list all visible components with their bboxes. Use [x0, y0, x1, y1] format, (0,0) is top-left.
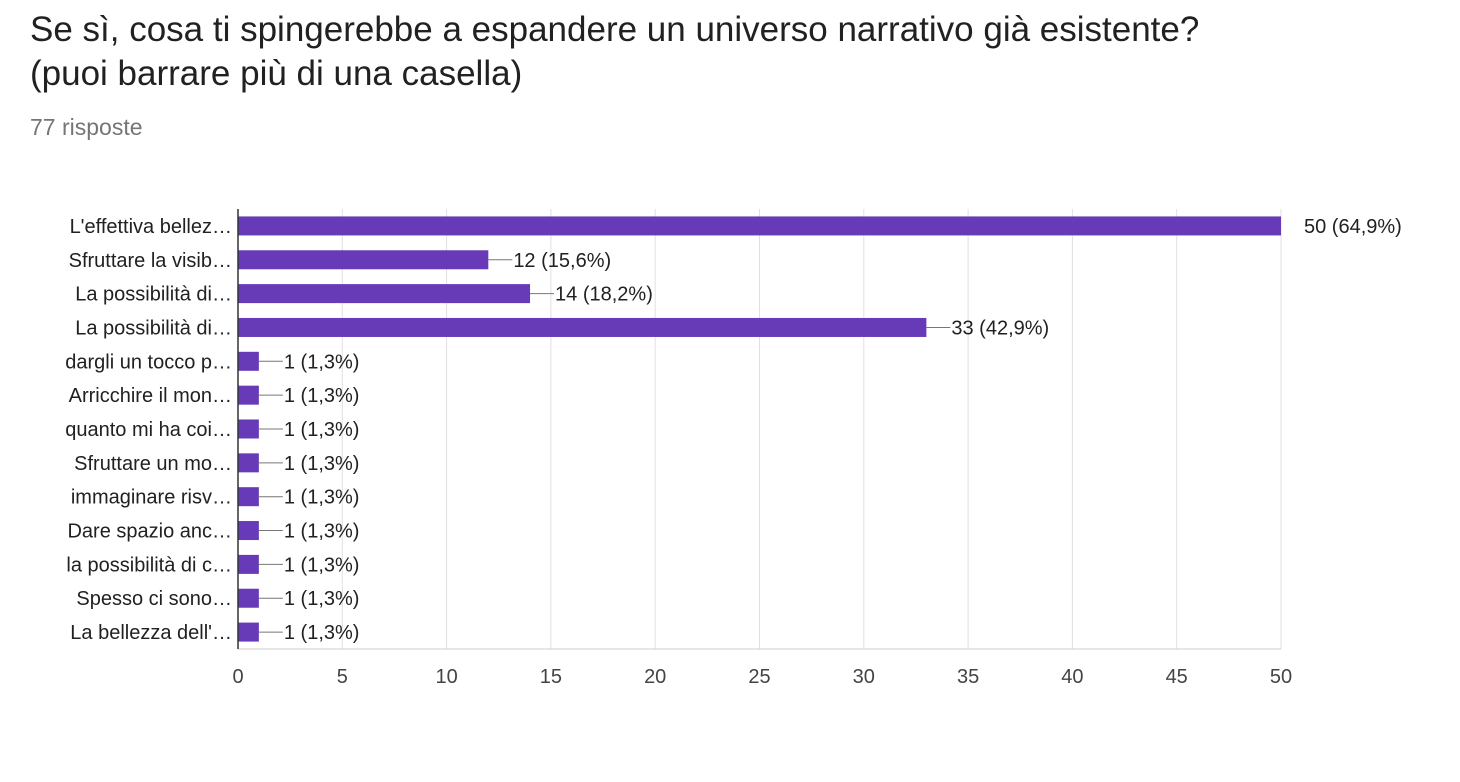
- bar: [238, 487, 259, 507]
- value-label: 1 (1,3%): [284, 419, 360, 441]
- bar: [238, 351, 259, 371]
- x-tick-label: 10: [435, 666, 457, 688]
- bar: [238, 216, 1281, 236]
- value-label: 1 (1,3%): [284, 521, 360, 543]
- bar: [238, 622, 259, 642]
- x-tick-label: 30: [853, 666, 875, 688]
- bar: [238, 385, 259, 405]
- category-label: la possibilità di c…: [66, 554, 232, 576]
- chart-title: Se sì, cosa ti spingerebbe a espandere u…: [30, 8, 1430, 96]
- chart-title-line-1: Se sì, cosa ti spingerebbe a espandere u…: [30, 10, 1200, 49]
- value-label: 12 (15,6%): [513, 250, 611, 272]
- x-tick-label: 0: [232, 666, 243, 688]
- x-tick-label: 25: [748, 666, 770, 688]
- bar: [238, 419, 259, 439]
- category-label: Sfruttare la visib…: [69, 250, 232, 272]
- response-count: 77 risposte: [30, 114, 143, 140]
- bar: [238, 554, 259, 574]
- bar: [238, 284, 531, 304]
- category-label: dargli un tocco p…: [65, 351, 232, 373]
- x-tick-label: 5: [337, 666, 348, 688]
- x-tick-label: 50: [1270, 666, 1292, 688]
- value-label: 1 (1,3%): [284, 588, 360, 610]
- bar: [238, 453, 259, 473]
- x-tick-label: 15: [540, 666, 562, 688]
- category-label: Arricchire il mon…: [69, 385, 232, 407]
- x-tick-label: 35: [957, 666, 979, 688]
- chart-title-line-2: (puoi barrare più di una casella): [30, 54, 523, 93]
- bar: [238, 588, 259, 608]
- x-tick-label: 40: [1061, 666, 1083, 688]
- category-label: La bellezza dell'…: [70, 622, 232, 644]
- category-label: quanto mi ha coi…: [65, 419, 232, 441]
- category-label: immaginare risv…: [71, 487, 232, 509]
- value-label: 50 (64,9%): [1304, 216, 1402, 238]
- bar: [238, 250, 489, 270]
- value-label: 1 (1,3%): [284, 487, 360, 509]
- x-tick-label: 20: [644, 666, 666, 688]
- value-label: 1 (1,3%): [284, 385, 360, 407]
- value-label: 1 (1,3%): [284, 622, 360, 644]
- value-label: 1 (1,3%): [284, 351, 360, 373]
- category-label: Spesso ci sono…: [76, 588, 232, 610]
- category-label: L'effettiva bellez…: [70, 216, 232, 238]
- value-label: 14 (18,2%): [555, 284, 653, 306]
- value-label: 1 (1,3%): [284, 453, 360, 475]
- category-label: La possibilità di…: [75, 317, 232, 339]
- category-label: Dare spazio anc…: [67, 521, 232, 543]
- x-tick-label: 45: [1166, 666, 1188, 688]
- bar: [238, 521, 259, 541]
- bar: [238, 317, 927, 337]
- category-label: Sfruttare un mo…: [74, 453, 232, 475]
- value-label: 33 (42,9%): [951, 317, 1049, 339]
- value-label: 1 (1,3%): [284, 554, 360, 576]
- category-label: La possibilità di…: [75, 284, 232, 306]
